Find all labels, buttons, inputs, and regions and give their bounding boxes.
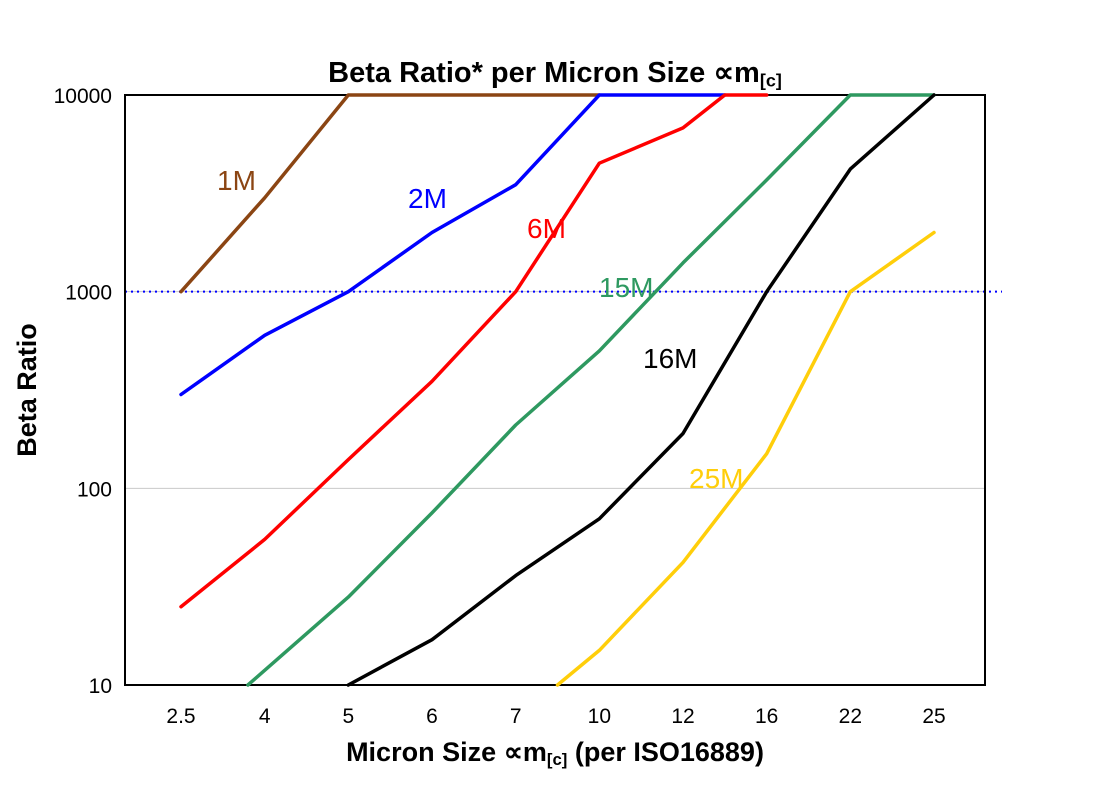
series-label-25M: 25M bbox=[689, 463, 743, 494]
series-label-2M: 2M bbox=[408, 183, 447, 214]
series-line-6M bbox=[179, 93, 769, 609]
x-tick-label-2.5: 2.5 bbox=[166, 705, 195, 728]
series-label-6M: 6M bbox=[527, 213, 566, 244]
series-line-2M bbox=[179, 93, 727, 397]
series-label-1M: 1M bbox=[217, 165, 256, 196]
y-tick-label-100: 100 bbox=[77, 478, 112, 501]
chart-title-subscript: [c] bbox=[759, 70, 782, 91]
chart-title: Beta Ratio* per Micron Size ∝m[c] bbox=[125, 55, 985, 91]
series-line-1M bbox=[179, 93, 602, 294]
chart-title-mu: ∝m bbox=[713, 57, 760, 89]
series-line-25M bbox=[555, 230, 936, 687]
series-label-15M: 15M bbox=[599, 272, 653, 303]
x-axis-title: Micron Size ∝m[c] (per ISO16889) bbox=[125, 737, 985, 770]
series-line-15M bbox=[246, 93, 936, 687]
x-tick-label-5: 5 bbox=[342, 705, 354, 728]
chart-title-text: Beta Ratio* per Micron Size bbox=[328, 57, 714, 89]
x-axis-title-mu: ∝m bbox=[503, 737, 547, 767]
x-tick-label-25: 25 bbox=[922, 705, 945, 728]
x-tick-label-12: 12 bbox=[671, 705, 694, 728]
x-axis-title-subscript: [c] bbox=[546, 750, 568, 770]
y-tick-label-10000: 10000 bbox=[54, 85, 112, 108]
x-tick-label-7: 7 bbox=[510, 705, 522, 728]
x-axis-title-text: Micron Size bbox=[346, 737, 504, 767]
y-axis-title-text: Beta Ratio bbox=[12, 323, 42, 457]
y-tick-label-10: 10 bbox=[89, 675, 112, 698]
x-axis-title-suffix: (per ISO16889) bbox=[567, 737, 764, 767]
y-tick-label-1000: 1000 bbox=[65, 282, 112, 305]
x-tick-label-16: 16 bbox=[755, 705, 778, 728]
x-tick-label-4: 4 bbox=[259, 705, 271, 728]
x-tick-label-6: 6 bbox=[426, 705, 438, 728]
x-tick-label-22: 22 bbox=[839, 705, 862, 728]
x-tick-label-10: 10 bbox=[588, 705, 611, 728]
series-line-16M bbox=[346, 93, 936, 687]
series-label-16M: 16M bbox=[643, 343, 697, 374]
y-axis-title: Beta Ratio bbox=[12, 190, 48, 590]
